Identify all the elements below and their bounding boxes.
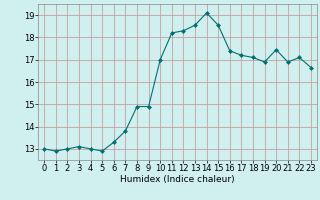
X-axis label: Humidex (Indice chaleur): Humidex (Indice chaleur) — [120, 175, 235, 184]
